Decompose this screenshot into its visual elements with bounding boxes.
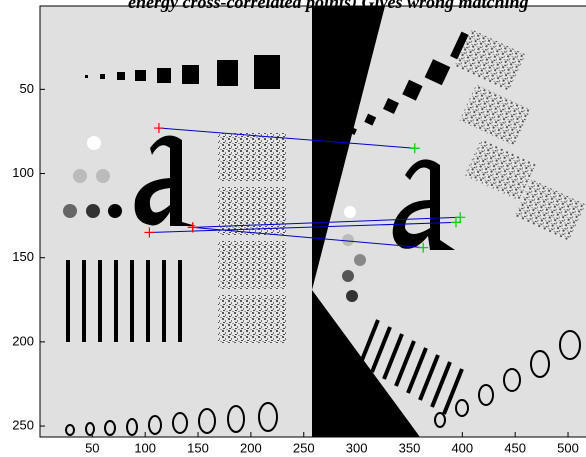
x-tick-label: 400 — [451, 440, 473, 455]
match-line — [158, 127, 415, 149]
x-tick-label: 250 — [293, 440, 315, 455]
y-tick-label: 150 — [12, 249, 34, 264]
point — [144, 227, 155, 238]
point — [153, 123, 164, 134]
match-line — [192, 226, 424, 249]
chart-title: energy cross-correlated points) Gives wr… — [128, 0, 529, 13]
point — [450, 217, 461, 228]
point — [187, 222, 198, 233]
x-tick-label: 350 — [399, 440, 421, 455]
image — [40, 6, 586, 437]
x-tick-label: 150 — [187, 440, 209, 455]
point — [409, 143, 420, 154]
x-tick-label: 100 — [134, 440, 156, 455]
axes-box — [39, 5, 586, 438]
y-tick-label: 50 — [20, 81, 34, 96]
y-tick-label: 100 — [12, 165, 34, 180]
y-tick-label: 250 — [12, 417, 34, 432]
match-line — [192, 216, 461, 228]
x-tick-label: 300 — [346, 440, 368, 455]
point — [418, 242, 429, 253]
x-tick-label: 200 — [240, 440, 262, 455]
x-tick-label: 450 — [504, 440, 526, 455]
y-tick-label: 200 — [12, 333, 34, 348]
point — [455, 212, 466, 223]
x-tick-label: 500 — [557, 440, 579, 455]
match-line — [149, 221, 456, 233]
x-tick-label: 50 — [85, 440, 99, 455]
